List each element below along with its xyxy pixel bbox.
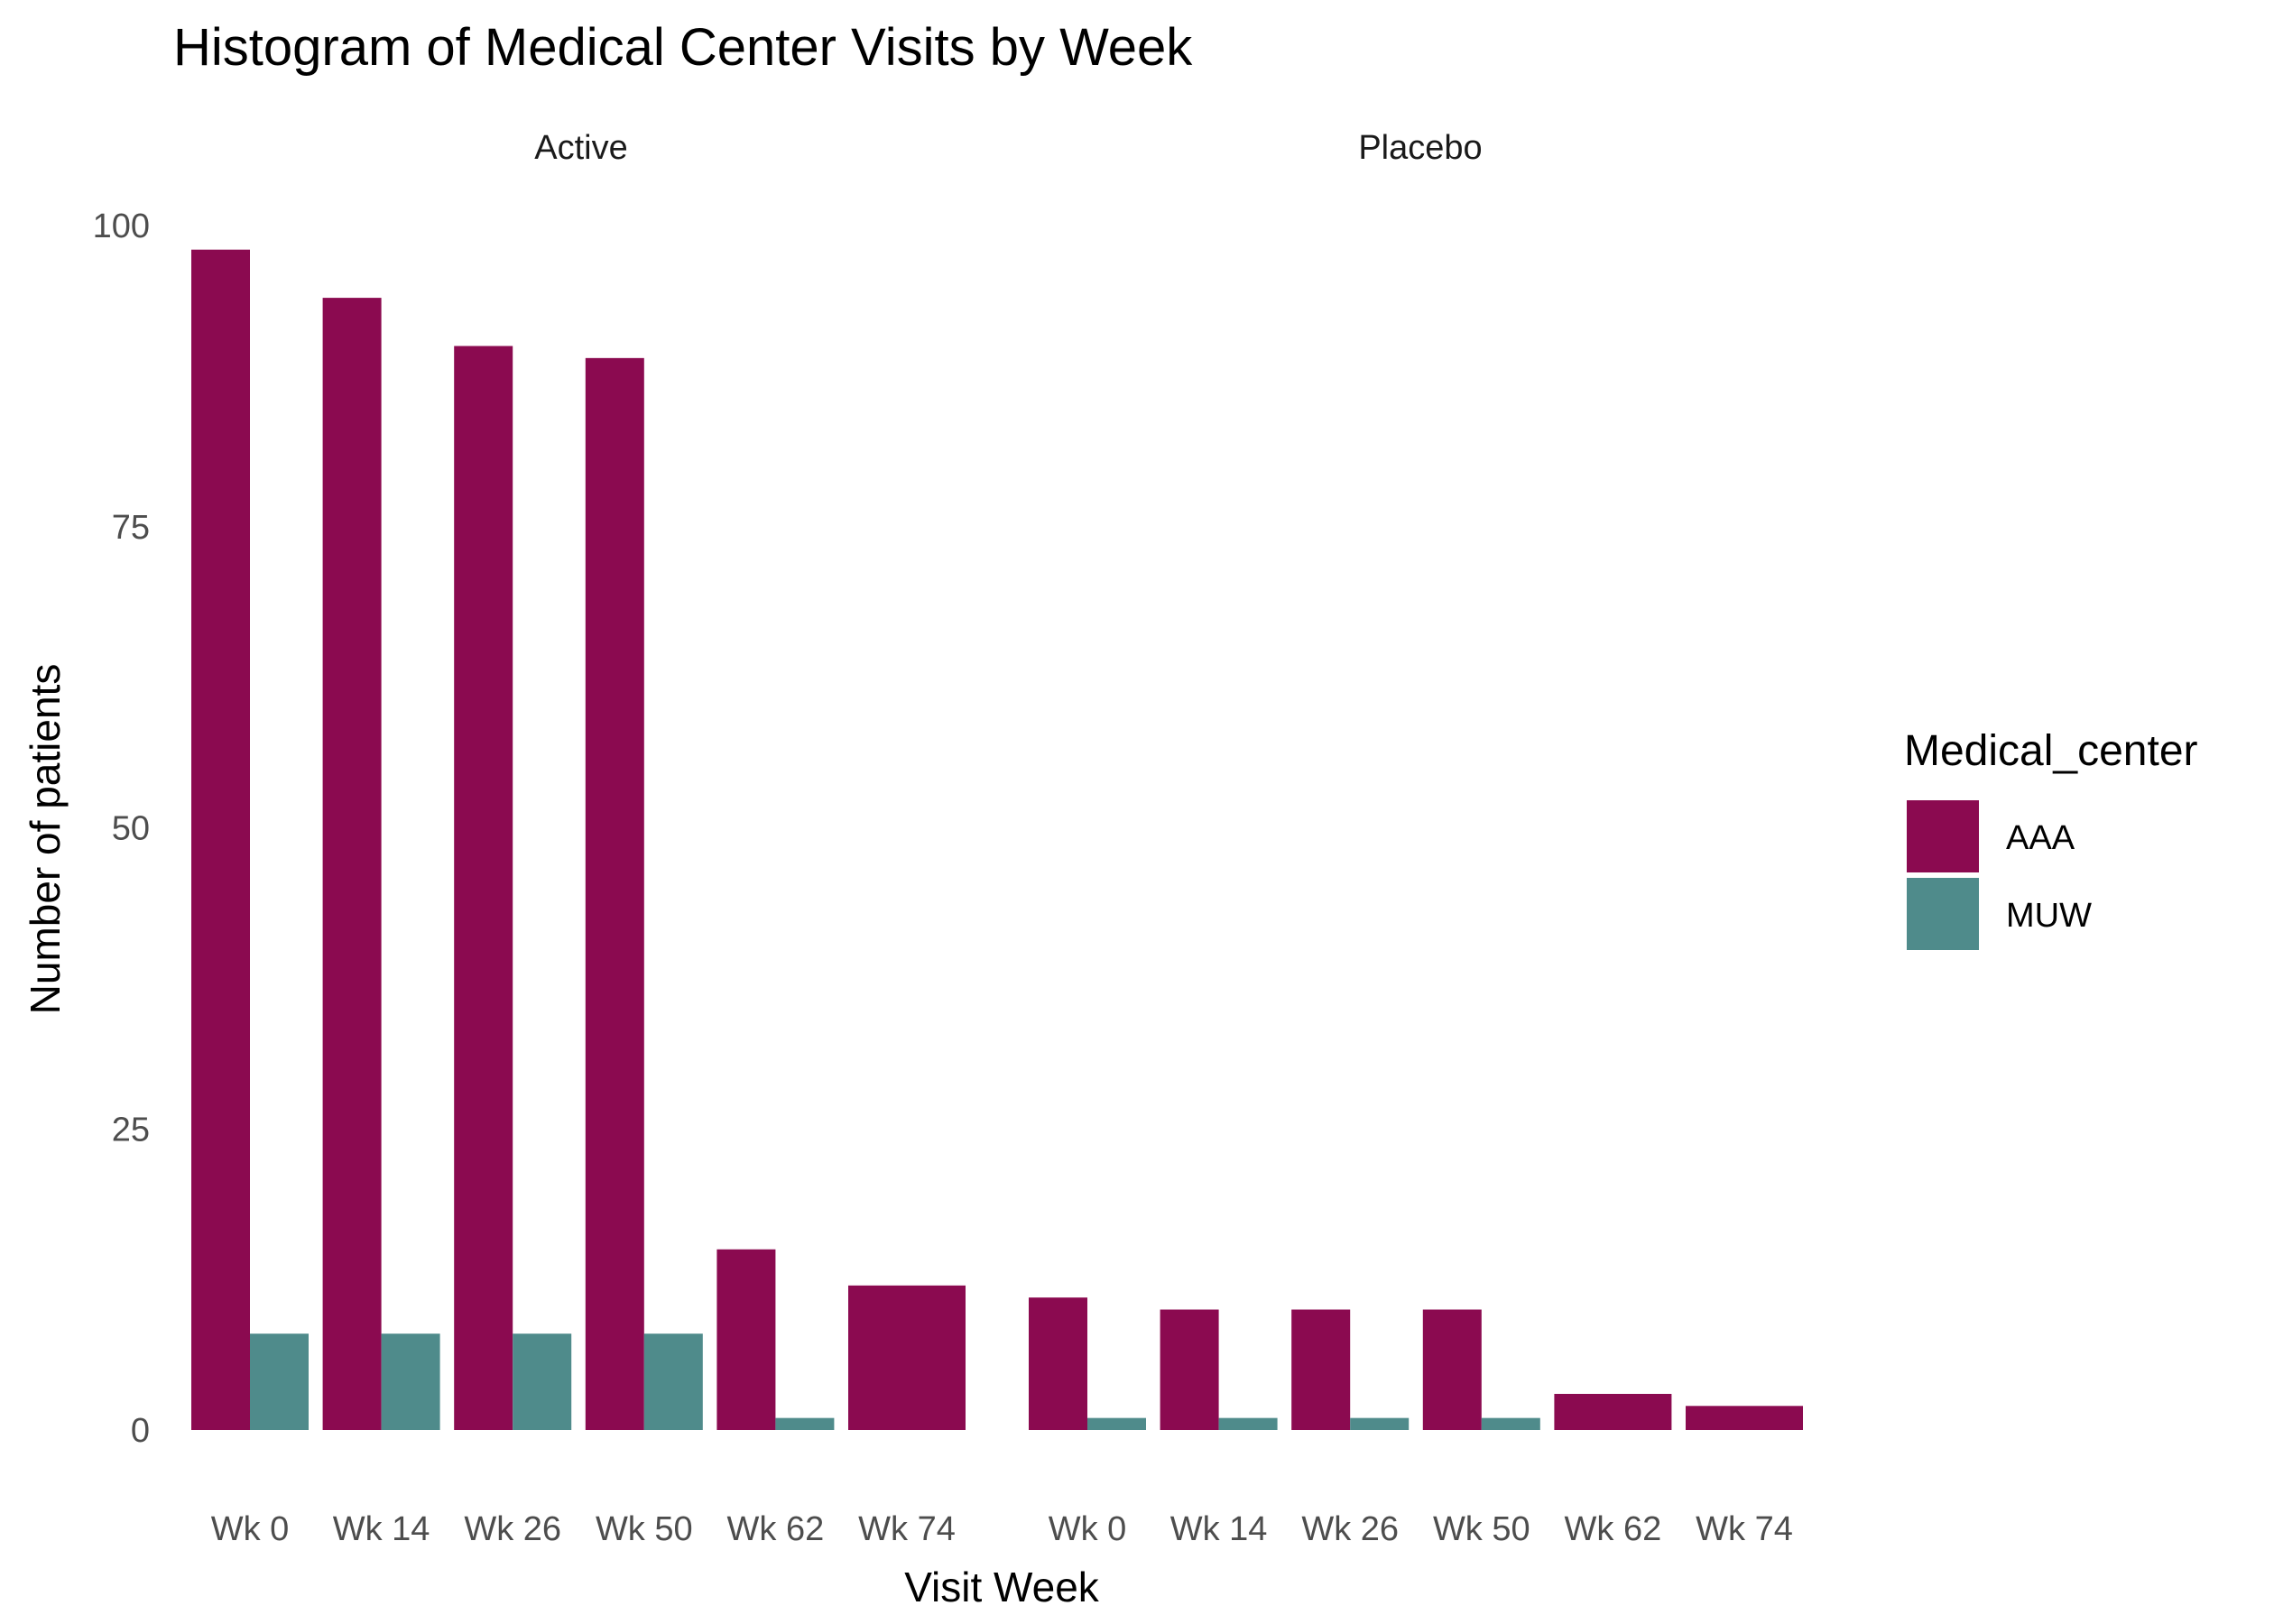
y-tick-label: 25	[112, 1111, 150, 1149]
x-tick-label: Wk 74	[858, 1510, 956, 1548]
legend-title: Medical_center	[1904, 727, 2198, 775]
bar-active-aaa	[585, 357, 644, 1431]
x-tick-label: Wk 62	[727, 1510, 825, 1548]
x-tick-label: Wk 26	[1301, 1510, 1399, 1548]
bar-placebo-aaa	[1554, 1393, 1672, 1430]
bar-placebo-muw	[1218, 1417, 1278, 1430]
x-tick-label: Wk 14	[333, 1510, 430, 1548]
bar-placebo-aaa	[1029, 1297, 1087, 1430]
bar-active-aaa	[848, 1285, 966, 1430]
legend-swatch-aaa	[1907, 800, 1979, 872]
legend-label-muw: MUW	[2006, 897, 2092, 935]
bar-active-muw	[775, 1417, 835, 1430]
bar-active-aaa	[716, 1249, 776, 1430]
y-tick-label: 50	[112, 810, 150, 848]
y-tick-label: 75	[112, 509, 150, 547]
x-tick-label: Wk 26	[464, 1510, 561, 1548]
bar-placebo-aaa	[1422, 1309, 1482, 1430]
y-tick-label: 100	[93, 208, 150, 245]
legend-swatch-muw	[1907, 878, 1979, 950]
bar-placebo-aaa	[1160, 1309, 1219, 1430]
x-axis-label: Visit Week	[904, 1564, 1100, 1610]
bar-placebo-aaa	[1686, 1406, 1803, 1430]
bar-placebo-muw	[1481, 1417, 1540, 1430]
chart-title: Histogram of Medical Center Visits by We…	[173, 18, 1193, 77]
panel-label-active: Active	[534, 129, 627, 167]
panel-label-placebo: Placebo	[1358, 129, 1482, 167]
bar-active-muw	[381, 1333, 440, 1430]
bar-placebo-aaa	[1291, 1309, 1351, 1430]
legend: Medical_center AAA MUW	[1904, 727, 2198, 950]
x-tick-label: Wk 50	[1433, 1510, 1530, 1548]
x-tick-label: Wk 50	[596, 1510, 693, 1548]
x-tick-label: Wk 14	[1170, 1510, 1268, 1548]
bar-active-aaa	[322, 298, 382, 1431]
y-tick-label: 0	[131, 1412, 150, 1450]
x-tick-label: Wk 62	[1565, 1510, 1662, 1548]
bars	[191, 249, 1803, 1431]
legend-label-aaa: AAA	[2006, 819, 2075, 857]
x-tick-label: Wk 0	[1049, 1510, 1127, 1548]
bar-active-muw	[250, 1333, 309, 1430]
bar-active-aaa	[454, 346, 513, 1430]
bar-active-muw	[513, 1333, 572, 1430]
y-axis-ticks: 0 25 50 75 100	[93, 208, 150, 1450]
x-tick-label: Wk 74	[1696, 1510, 1793, 1548]
x-tick-label: Wk 0	[211, 1510, 290, 1548]
bar-active-muw	[643, 1333, 703, 1430]
bar-placebo-muw	[1350, 1417, 1410, 1430]
y-axis-label: Number of patients	[22, 664, 69, 1015]
bar-active-aaa	[191, 249, 250, 1431]
bar-placebo-muw	[1087, 1417, 1146, 1430]
x-axis-ticks: Wk 0 Wk 14 Wk 26 Wk 50 Wk 62 Wk 74 Wk 0 Wk 14 Wk…	[211, 1510, 1793, 1548]
